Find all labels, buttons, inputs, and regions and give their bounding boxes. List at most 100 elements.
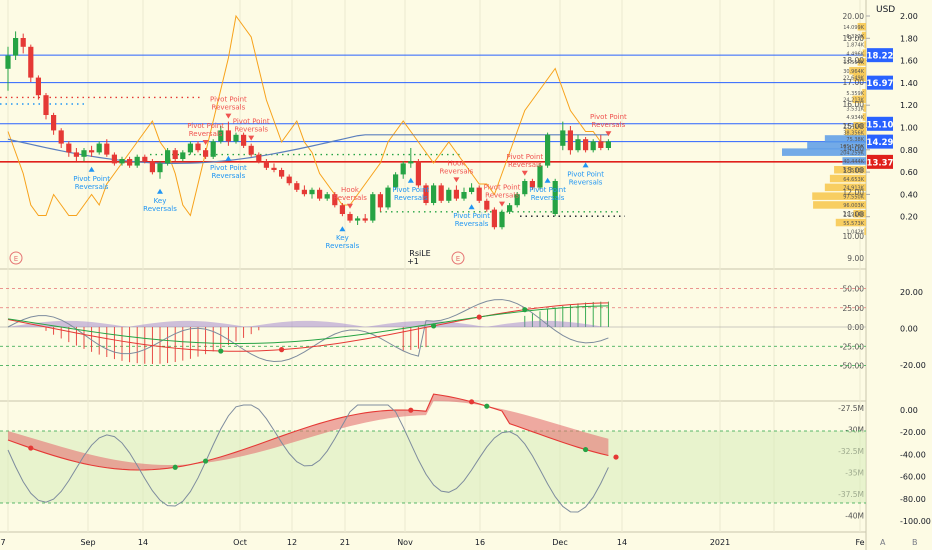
candle[interactable] <box>294 183 300 190</box>
candle[interactable] <box>248 145 254 155</box>
osc1-cross-dot[interactable] <box>476 314 482 320</box>
signal-up-arrow[interactable] <box>468 204 475 210</box>
price-pane[interactable] <box>0 0 866 268</box>
signal-up-arrow[interactable] <box>339 226 346 232</box>
osc2-cross-dot[interactable] <box>613 454 619 460</box>
candle[interactable] <box>514 194 520 206</box>
candle[interactable] <box>20 38 26 47</box>
osc2-red-line[interactable] <box>7 393 609 471</box>
candle[interactable] <box>187 143 193 153</box>
osc2-cross-dot[interactable] <box>583 446 589 453</box>
osc1-grey-line[interactable] <box>7 299 609 363</box>
candle[interactable] <box>104 143 110 155</box>
time-axis[interactable] <box>0 532 866 550</box>
candle[interactable] <box>28 46 34 78</box>
candle[interactable] <box>377 194 383 208</box>
candle[interactable] <box>142 156 148 162</box>
signal-up-arrow[interactable] <box>225 155 232 161</box>
candle[interactable] <box>567 130 573 151</box>
osc1-cross-dot[interactable] <box>218 348 224 354</box>
candle[interactable] <box>233 134 239 142</box>
candle[interactable] <box>89 150 95 153</box>
candle[interactable] <box>111 154 117 164</box>
signal-down-arrow[interactable] <box>453 177 460 183</box>
candle[interactable] <box>165 150 171 164</box>
candle[interactable] <box>347 214 353 221</box>
signal-down-arrow[interactable] <box>521 170 528 176</box>
signal-up-arrow[interactable] <box>88 166 95 172</box>
candle[interactable] <box>484 200 490 210</box>
osc1-cross-dot[interactable] <box>522 307 528 313</box>
candle[interactable] <box>279 170 285 177</box>
candle[interactable] <box>590 141 596 151</box>
candle[interactable] <box>210 141 216 157</box>
candle[interactable] <box>423 185 429 203</box>
osc2-cross-dot[interactable] <box>203 458 209 464</box>
candle[interactable] <box>66 143 72 153</box>
osc2-grey-line[interactable] <box>7 404 609 513</box>
candle[interactable] <box>73 152 79 157</box>
candle[interactable] <box>5 55 11 69</box>
candle[interactable] <box>469 187 475 192</box>
signal-down-arrow[interactable] <box>225 113 232 119</box>
candle[interactable] <box>400 163 406 175</box>
osc1-cross-dot[interactable] <box>431 323 437 329</box>
osc1-cross-dot[interactable] <box>279 347 285 353</box>
candle[interactable] <box>385 187 391 208</box>
candle[interactable] <box>324 194 330 199</box>
candle[interactable] <box>225 130 231 142</box>
candle[interactable] <box>529 181 535 188</box>
signal-up-arrow[interactable] <box>582 162 589 168</box>
price-tag[interactable] <box>867 75 893 90</box>
candle[interactable] <box>43 95 49 115</box>
candle[interactable] <box>203 150 209 157</box>
candle[interactable] <box>438 185 444 201</box>
candle[interactable] <box>127 159 133 166</box>
price-tag[interactable] <box>867 116 893 131</box>
zoom-auto-button[interactable]: A <box>880 538 886 547</box>
candle[interactable] <box>552 181 558 214</box>
corner-button[interactable]: B <box>912 538 918 547</box>
candle[interactable] <box>362 218 368 221</box>
price-tag[interactable] <box>867 154 893 169</box>
candle[interactable] <box>522 181 528 195</box>
candle[interactable] <box>271 167 277 170</box>
candle[interactable] <box>317 189 323 199</box>
candle[interactable] <box>453 189 459 199</box>
candle[interactable] <box>81 150 87 157</box>
candle[interactable] <box>157 163 163 173</box>
candle[interactable] <box>241 134 247 146</box>
candle[interactable] <box>575 139 581 151</box>
candle[interactable] <box>507 205 513 212</box>
candle[interactable] <box>195 143 201 151</box>
candle[interactable] <box>332 194 338 206</box>
candle[interactable] <box>256 154 262 162</box>
candle[interactable] <box>13 38 19 56</box>
signal-up-arrow[interactable] <box>544 177 551 183</box>
candle[interactable] <box>355 218 361 221</box>
candle[interactable] <box>393 174 399 188</box>
signal-down-arrow[interactable] <box>605 131 612 137</box>
candle[interactable] <box>545 134 551 166</box>
candle[interactable] <box>605 141 611 148</box>
osc2-cross-dot[interactable] <box>408 407 414 413</box>
candle[interactable] <box>499 211 505 228</box>
candle[interactable] <box>476 187 482 201</box>
candle[interactable] <box>598 141 604 148</box>
osc1-green-line[interactable] <box>7 305 609 345</box>
candle[interactable] <box>408 161 414 164</box>
candle[interactable] <box>415 161 421 186</box>
signal-down-arrow[interactable] <box>248 135 255 141</box>
osc2-cross-dot[interactable] <box>484 403 490 409</box>
candle[interactable] <box>35 77 41 96</box>
osc1-red-line[interactable] <box>7 302 609 352</box>
signal-up-arrow[interactable] <box>407 177 414 183</box>
candle[interactable] <box>583 139 589 151</box>
osc2-cross-dot[interactable] <box>28 445 34 451</box>
signal-down-arrow[interactable] <box>347 203 353 209</box>
right-axis-area[interactable] <box>866 0 932 550</box>
candle[interactable] <box>370 194 376 221</box>
signal-down-arrow[interactable] <box>202 140 209 145</box>
candle[interactable] <box>309 189 315 195</box>
